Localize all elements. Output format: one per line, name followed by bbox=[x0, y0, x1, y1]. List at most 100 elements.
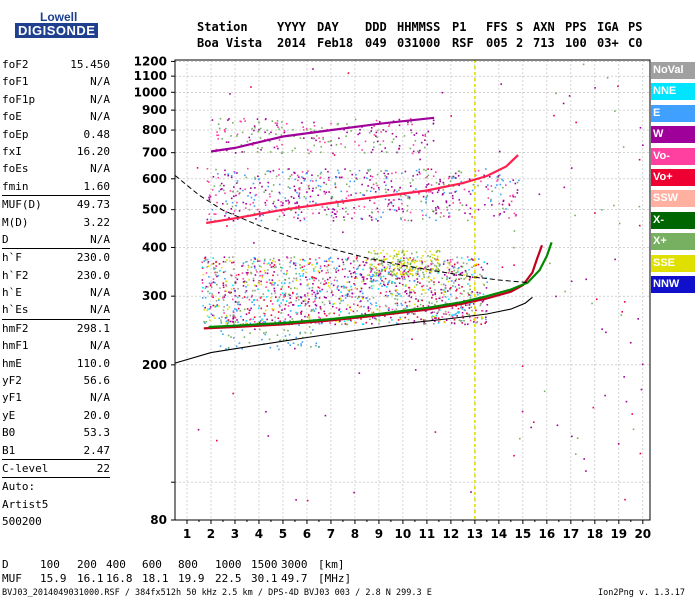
echo-point bbox=[435, 259, 437, 261]
param-label: foEs bbox=[2, 162, 29, 176]
echo-point bbox=[384, 147, 387, 149]
echo-point bbox=[338, 309, 340, 311]
echo-point bbox=[368, 274, 371, 276]
echo-point bbox=[383, 268, 386, 271]
echo-point bbox=[337, 205, 339, 207]
echo-point bbox=[315, 139, 317, 142]
echo-point bbox=[421, 209, 423, 212]
echo-point bbox=[278, 259, 280, 261]
echo-point bbox=[423, 322, 425, 324]
echo-point bbox=[219, 117, 222, 120]
echo-point bbox=[280, 201, 282, 203]
echo-point bbox=[269, 195, 271, 198]
echo-point bbox=[350, 194, 352, 196]
echo-point bbox=[238, 295, 241, 297]
echo-point bbox=[330, 122, 332, 125]
echo-point bbox=[411, 269, 414, 272]
echo-point bbox=[479, 304, 482, 307]
echo-point bbox=[336, 286, 339, 288]
echo-point bbox=[427, 168, 429, 170]
echo-point bbox=[429, 255, 432, 258]
echo-point bbox=[343, 285, 346, 288]
echo-point bbox=[259, 137, 262, 139]
echo-point bbox=[303, 259, 306, 262]
echo-point bbox=[404, 301, 407, 304]
echo-point bbox=[393, 282, 396, 284]
echo-point bbox=[298, 197, 301, 199]
echo-point bbox=[228, 256, 231, 259]
echo-point bbox=[393, 199, 395, 201]
echo-point bbox=[335, 215, 338, 218]
echo-point bbox=[385, 151, 388, 153]
param-value: 20.0 bbox=[83, 408, 111, 422]
echo-point bbox=[211, 286, 213, 289]
echo-point bbox=[465, 204, 468, 206]
echo-point bbox=[439, 216, 442, 218]
echo-point bbox=[469, 276, 471, 279]
echo-point bbox=[379, 143, 382, 146]
echo-point bbox=[398, 189, 400, 192]
echo-point bbox=[379, 305, 381, 308]
echo-point bbox=[468, 316, 471, 319]
echo-point bbox=[499, 212, 502, 215]
echo-point bbox=[235, 194, 237, 197]
echo-point bbox=[369, 318, 371, 321]
echo-point bbox=[458, 287, 461, 290]
echo-point bbox=[268, 140, 271, 143]
echo-point bbox=[312, 329, 314, 331]
echo-point bbox=[493, 214, 495, 217]
echo-point bbox=[348, 270, 351, 272]
echo-point bbox=[458, 319, 461, 322]
echo-point bbox=[446, 209, 449, 211]
x-tick-label: 1 bbox=[183, 527, 191, 541]
echo-point bbox=[387, 308, 390, 311]
echo-point bbox=[268, 193, 271, 195]
echo-point bbox=[413, 320, 416, 322]
echo-point bbox=[419, 158, 421, 161]
echo-point bbox=[290, 208, 293, 211]
echo-point bbox=[372, 279, 375, 281]
echo-point bbox=[252, 182, 255, 185]
echo-point bbox=[341, 295, 344, 297]
echo-point bbox=[264, 333, 267, 336]
echo-point bbox=[323, 303, 326, 306]
echo-point bbox=[519, 437, 521, 440]
echo-point bbox=[426, 143, 429, 146]
echo-point bbox=[388, 290, 391, 293]
echo-point bbox=[450, 192, 453, 194]
echo-point bbox=[374, 317, 376, 320]
echo-point bbox=[287, 199, 290, 202]
echo-point bbox=[468, 294, 470, 296]
echo-point bbox=[278, 139, 281, 141]
echo-point bbox=[241, 297, 244, 299]
echo-point bbox=[478, 258, 480, 260]
echo-point bbox=[324, 280, 326, 282]
echo-point bbox=[227, 346, 230, 349]
header-row-values: Boa Vista 2014 Feb18 049 031000 RSF 005 2 713 100… bbox=[0, 36, 700, 52]
param-row-B0: B0 53.3 bbox=[2, 424, 110, 441]
echo-point bbox=[237, 321, 239, 324]
echo-point bbox=[406, 210, 409, 212]
echo-point bbox=[259, 270, 262, 273]
echo-point bbox=[294, 189, 297, 192]
echo-point bbox=[424, 292, 427, 294]
echo-point bbox=[430, 184, 433, 186]
echo-point bbox=[300, 311, 302, 314]
echo-point bbox=[362, 193, 364, 196]
footer-value: 15.9 bbox=[40, 572, 67, 585]
echo-point bbox=[303, 179, 306, 182]
legend-item-x: X- bbox=[651, 211, 695, 229]
echo-point bbox=[481, 317, 483, 320]
echo-point bbox=[273, 287, 276, 290]
echo-point bbox=[563, 186, 566, 189]
echo-point bbox=[277, 299, 279, 301]
echo-point bbox=[224, 215, 226, 217]
echo-point bbox=[513, 212, 516, 215]
echo-point bbox=[379, 292, 382, 294]
x-tick-label: 2 bbox=[207, 527, 215, 541]
echo-point bbox=[429, 190, 432, 193]
echo-point bbox=[374, 275, 376, 277]
echo-point bbox=[220, 266, 223, 269]
echo-point bbox=[458, 266, 460, 269]
echo-point bbox=[556, 424, 559, 427]
